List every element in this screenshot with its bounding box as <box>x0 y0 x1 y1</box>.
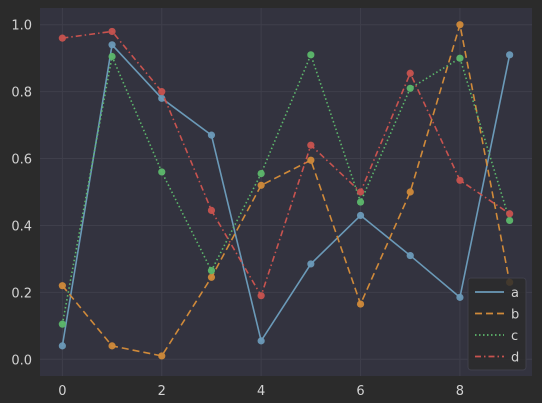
y-tick-label: 0.4 <box>11 219 32 234</box>
data-point-d-2 <box>158 88 166 96</box>
data-point-c-6 <box>356 198 365 206</box>
y-axis-ticks: 0.0 0.2 0.4 0.6 0.8 1.0 <box>11 19 32 369</box>
grid-lines <box>40 8 532 376</box>
legend-box <box>467 277 527 371</box>
x-tick-label: 6 <box>356 384 364 399</box>
x-tick-label: 8 <box>456 384 464 399</box>
data-point-c-2 <box>158 168 166 176</box>
x-tick-label: 4 <box>257 384 265 399</box>
data-point-b-3 <box>207 273 216 281</box>
data-point-d-9 <box>506 210 514 218</box>
data-point-d-8 <box>456 176 464 184</box>
data-point-d-7 <box>406 69 414 77</box>
data-point-c-5 <box>307 51 315 59</box>
y-tick-label: 0.6 <box>11 153 32 168</box>
data-point-b-8 <box>456 21 464 29</box>
x-tick-label: 0 <box>58 384 66 399</box>
x-tick-label: 2 <box>158 384 166 399</box>
data-point-a-6 <box>356 211 365 220</box>
data-point-d-5 <box>307 141 315 149</box>
series-line-b <box>61 23 511 357</box>
data-point-b-2 <box>158 352 166 360</box>
legend-label-c: c <box>511 329 518 344</box>
data-point-b-6 <box>356 300 365 308</box>
series-d <box>58 27 514 300</box>
data-point-d-4 <box>257 292 265 300</box>
data-point-a-0 <box>58 342 66 350</box>
data-point-c-3 <box>207 267 216 275</box>
data-point-c-7 <box>406 84 414 92</box>
y-tick-label: 1.0 <box>11 19 32 34</box>
series-a <box>58 41 514 350</box>
legend-label-b: b <box>511 308 519 323</box>
data-point-b-0 <box>58 282 66 290</box>
data-point-b-7 <box>406 188 414 196</box>
plot-area <box>40 8 532 376</box>
series-line-a <box>61 43 511 347</box>
legend-label-d: d <box>511 351 519 366</box>
x-axis-ticks: 0 2 4 6 8 <box>58 384 464 399</box>
y-tick-label: 0.8 <box>11 86 32 101</box>
data-point-d-1 <box>108 27 116 36</box>
data-point-a-7 <box>406 251 414 260</box>
data-point-c-1 <box>108 52 116 61</box>
data-point-c-9 <box>506 216 514 225</box>
y-tick-label: 0.0 <box>11 353 32 368</box>
data-point-d-6 <box>356 188 365 196</box>
data-point-b-4 <box>257 181 265 189</box>
data-point-d-3 <box>207 206 216 214</box>
data-point-c-8 <box>456 54 464 62</box>
data-point-a-9 <box>506 51 514 59</box>
series-line-d <box>62 30 511 297</box>
data-point-b-1 <box>108 342 116 350</box>
data-point-b-5 <box>307 156 315 164</box>
data-point-d-0 <box>58 34 66 42</box>
data-point-a-1 <box>108 41 116 49</box>
data-point-c-0 <box>58 320 66 328</box>
y-tick-label: 0.2 <box>11 286 32 301</box>
data-point-a-2 <box>158 94 166 102</box>
series-c <box>58 51 514 328</box>
series-layer <box>58 21 514 360</box>
data-point-c-4 <box>257 170 265 178</box>
data-point-a-8 <box>456 293 464 301</box>
data-point-a-3 <box>207 131 216 139</box>
data-point-a-4 <box>257 337 265 345</box>
legend-label-a: a <box>511 286 519 301</box>
data-point-a-5 <box>307 260 315 268</box>
